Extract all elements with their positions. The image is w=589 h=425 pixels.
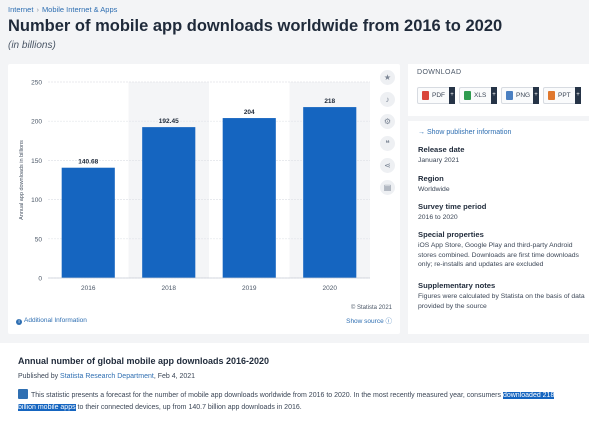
download-png-button[interactable]: PNG +: [501, 87, 539, 104]
meta-supplementary-notes: Supplementary notes Figures were calcula…: [418, 281, 588, 311]
plus-icon: +: [449, 87, 455, 104]
bell-icon[interactable]: ♪: [380, 92, 395, 107]
published-by: Published by Statista Research Departmen…: [18, 373, 195, 380]
bar-value-label: 218: [324, 98, 335, 105]
breadcrumb-item-internet[interactable]: Internet: [8, 5, 34, 14]
xls-icon: [464, 91, 471, 100]
page-title: Number of mobile app downloads worldwide…: [8, 17, 503, 35]
copyright-text: © Statista 2021: [350, 305, 392, 311]
plus-icon: +: [533, 87, 539, 104]
quote-icon[interactable]: ❝: [380, 136, 395, 151]
page-subtitle: (in billions): [8, 40, 56, 51]
breadcrumb: Internet › Mobile Internet & Apps: [8, 5, 117, 14]
pdf-icon: [422, 91, 429, 100]
x-tick-label: 2020: [323, 285, 338, 292]
description-section: Annual number of global mobile app downl…: [0, 343, 589, 425]
show-source-link[interactable]: Show source ⓘ: [346, 318, 392, 325]
download-xls-label: XLS: [474, 92, 487, 99]
meta-key: Supplementary notes: [418, 281, 496, 290]
statistic-icon: [18, 389, 28, 399]
description-text-after: to their connected devices, up from 140.…: [77, 404, 302, 411]
download-png-label: PNG: [516, 92, 531, 99]
bar: [222, 118, 276, 278]
plus-icon: +: [491, 87, 497, 104]
ppt-icon: [548, 91, 555, 100]
y-tick-label: 250: [31, 80, 42, 87]
download-ppt-button[interactable]: PPT +: [543, 87, 581, 104]
additional-info-label: Additional Information: [24, 317, 87, 324]
statistic-details: → Show publisher information Release dat…: [408, 121, 589, 334]
breadcrumb-separator: ›: [36, 5, 39, 14]
x-tick-label: 2018: [162, 285, 177, 292]
published-prefix: Published by: [18, 373, 59, 380]
description-text: This statistic presents a forecast for t…: [18, 389, 558, 414]
download-title: DOWNLOAD: [417, 69, 462, 76]
bar-chart: 0 50 100 150 200 250 Annual app downloads in b…: [19, 80, 370, 292]
meta-key: Survey time period: [418, 202, 487, 211]
star-icon[interactable]: ★: [380, 70, 395, 85]
y-tick-label: 0: [38, 276, 42, 283]
x-tick-label: 2019: [242, 285, 257, 292]
meta-key: Release date: [418, 145, 465, 154]
meta-value: 2016 to 2020: [418, 214, 458, 221]
publisher-link[interactable]: Statista Research Department: [60, 373, 154, 380]
download-ppt-label: PPT: [558, 92, 571, 99]
gear-icon[interactable]: ⚙: [380, 114, 395, 129]
meta-region: Region Worldwide: [418, 174, 588, 195]
plus-icon: +: [575, 87, 581, 104]
bar-value-label: 204: [244, 109, 255, 116]
meta-key: Region: [418, 174, 444, 183]
meta-special-properties: Special properties iOS App Store, Google…: [418, 230, 588, 270]
bar-value-label: 140.68: [78, 159, 98, 166]
download-panel: DOWNLOAD PDF + XLS + PNG + PPT +: [408, 64, 589, 116]
bar: [142, 127, 196, 278]
meta-value: iOS App Store, Google Play and third-par…: [418, 242, 579, 269]
meta-value: Worldwide: [418, 186, 450, 193]
additional-info-link[interactable]: i Additional Information: [16, 317, 87, 325]
y-tick-label: 150: [31, 158, 42, 165]
show-publisher-link[interactable]: → Show publisher information: [418, 129, 511, 136]
bar-value-label: 192.45: [159, 118, 179, 125]
download-buttons: PDF + XLS + PNG + PPT +: [417, 87, 581, 104]
meta-value: January 2021: [418, 157, 460, 164]
y-tick-label: 100: [31, 197, 42, 204]
download-pdf-button[interactable]: PDF +: [417, 87, 455, 104]
meta-survey-period: Survey time period 2016 to 2020: [418, 202, 588, 223]
print-icon[interactable]: ▤: [380, 180, 395, 195]
y-axis-label: Annual app downloads in billions: [19, 140, 25, 220]
chart-toolbar: ★ ♪ ⚙ ❝ ⋖ ▤: [380, 70, 398, 202]
download-pdf-label: PDF: [432, 92, 445, 99]
share-icon[interactable]: ⋖: [380, 158, 395, 173]
y-tick-label: 200: [31, 119, 42, 126]
meta-value: Figures were calculated by Statista on t…: [418, 293, 585, 310]
download-xls-button[interactable]: XLS +: [459, 87, 497, 104]
chart-card: 0 50 100 150 200 250 Annual app downloads in b…: [8, 64, 400, 334]
description-text-before: This statistic presents a forecast for t…: [31, 392, 502, 399]
meta-key: Special properties: [418, 230, 484, 239]
x-tick-label: 2016: [81, 285, 96, 292]
bar: [303, 107, 357, 278]
info-icon: i: [16, 319, 22, 325]
png-icon: [506, 91, 513, 100]
description-title: Annual number of global mobile app downl…: [18, 356, 270, 366]
breadcrumb-item-mobile[interactable]: Mobile Internet & Apps: [41, 5, 118, 14]
meta-release-date: Release date January 2021: [418, 145, 588, 166]
bar: [61, 167, 115, 278]
y-tick-label: 50: [35, 236, 43, 243]
published-date: , Feb 4, 2021: [153, 373, 196, 380]
show-publisher-label: Show publisher information: [426, 129, 512, 136]
arrow-right-icon: →: [418, 129, 425, 136]
show-source-label: Show source: [346, 318, 384, 325]
